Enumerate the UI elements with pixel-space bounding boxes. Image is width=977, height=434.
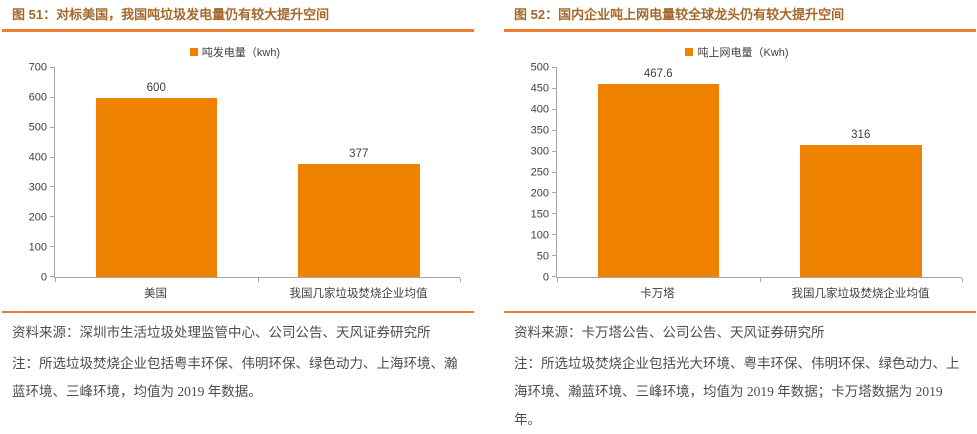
- y-tick-label: 0: [40, 271, 47, 284]
- y-tick-mark: [552, 129, 557, 131]
- footer-divider: [504, 311, 976, 313]
- bar-value-label: 316: [851, 128, 871, 141]
- y-tick-mark: [50, 67, 55, 68]
- y-tick-mark: [552, 171, 557, 173]
- x-tick-mark: [460, 278, 461, 282]
- title-divider: [504, 29, 976, 32]
- y-tick-mark: [552, 108, 557, 110]
- y-tick-mark: [552, 276, 557, 277]
- y-tick-label: 300: [28, 181, 47, 194]
- bar: [95, 97, 217, 277]
- x-tick-mark: [55, 278, 56, 282]
- source-text: 资料来源：卡万塔公告、公司公告、天风证券研究所: [514, 325, 825, 340]
- y-tick-mark: [552, 213, 557, 215]
- y-axis-spacer: [512, 285, 556, 301]
- plot-area: 600 377: [50, 67, 461, 282]
- figure-panel-52: 图 52：国内企业吨上网电量较全球龙头仍有较大提升空间 吨上网电量（Kwh) 0…: [504, 3, 976, 434]
- title-divider: [2, 29, 474, 32]
- legend-label: 吨发电量（kwh): [201, 47, 281, 59]
- y-tick-label: 450: [530, 82, 549, 95]
- bars: 600 377: [55, 68, 460, 277]
- x-tick-mark: [962, 278, 963, 282]
- x-axis-category-label: 美国: [144, 288, 167, 300]
- figure-panel-51: 图 51：对标美国，我国吨垃圾发电量仍有较大提升空间 吨发电量（kwh) 0 10…: [2, 3, 474, 434]
- y-axis: 0 50 100 150 200 250 300 350 400 450 500: [512, 62, 556, 283]
- y-tick-mark: [552, 192, 557, 194]
- note-text: 注：所选垃圾焚烧企业包括光大环境、粤丰环保、伟明环保、绿色动力、上海环境、瀚蓝环…: [514, 356, 960, 427]
- y-tick-mark: [552, 150, 557, 152]
- y-tick-label: 350: [530, 124, 549, 137]
- y-tick-label: 200: [28, 211, 47, 224]
- bar: [298, 164, 420, 277]
- legend-label: 吨上网电量（Kwh): [697, 47, 789, 59]
- y-tick-label: 700: [28, 61, 47, 74]
- y-tick-label: 100: [530, 229, 549, 242]
- x-tick-mark: [257, 278, 259, 282]
- bar-chart-51: 吨发电量（kwh) 0 100 200 300 400 500 600 700 600 377 …: [2, 32, 474, 301]
- y-tick-mark: [50, 276, 55, 277]
- legend-swatch-icon: [685, 48, 694, 56]
- y-tick-mark: [50, 216, 55, 218]
- chart-legend: 吨发电量（kwh): [10, 44, 460, 60]
- report-figures-row: 图 51：对标美国，我国吨垃圾发电量仍有较大提升空间 吨发电量（kwh) 0 10…: [2, 7, 976, 427]
- y-tick-label: 200: [530, 187, 549, 200]
- x-tick-mark: [759, 278, 761, 282]
- x-axis-labels: 美国 我国几家垃圾焚烧企业均值: [54, 285, 460, 301]
- figure-title: 图 52：国内企业吨上网电量较全球龙头仍有较大提升空间: [514, 7, 845, 22]
- plot-area: 467.6 316: [552, 67, 963, 282]
- y-tick-label: 250: [530, 166, 549, 179]
- bars: 467.6 316: [557, 68, 962, 277]
- y-tick-mark: [552, 87, 557, 89]
- bar-slot: 467.6: [557, 68, 760, 277]
- y-tick-label: 100: [28, 241, 47, 254]
- y-axis: 0 100 200 300 400 500 600 700: [10, 62, 54, 283]
- bar-value-label: 377: [349, 148, 369, 161]
- footer-divider: [2, 311, 474, 313]
- y-tick-label: 50: [536, 250, 549, 263]
- bar-slot: 316: [760, 68, 963, 277]
- chart-legend: 吨上网电量（Kwh): [512, 44, 962, 60]
- y-tick-mark: [552, 67, 557, 68]
- x-axis-category-label: 我国几家垃圾焚烧企业均值: [289, 288, 428, 300]
- figure-title: 图 51：对标美国，我国吨垃圾发电量仍有较大提升空间: [12, 7, 330, 22]
- y-tick-label: 150: [530, 208, 549, 221]
- x-axis-category-label: 我国几家垃圾焚烧企业均值: [791, 288, 930, 300]
- bar-chart-52: 吨上网电量（Kwh) 0 50 100 150 200 250 300 350 400 450 50…: [504, 32, 976, 301]
- bar-slot: 377: [258, 68, 461, 277]
- y-tick-mark: [50, 186, 55, 188]
- y-tick-mark: [552, 255, 557, 257]
- y-tick-label: 0: [542, 271, 549, 284]
- y-tick-label: 500: [28, 121, 47, 134]
- y-tick-mark: [552, 234, 557, 236]
- bar: [597, 84, 719, 277]
- x-tick-mark: [557, 278, 558, 282]
- bar-value-label: 600: [146, 81, 166, 94]
- bar-value-label: 467.6: [643, 68, 673, 80]
- y-axis-spacer: [10, 285, 54, 301]
- legend-swatch-icon: [189, 48, 198, 56]
- y-tick-mark: [50, 96, 55, 98]
- y-tick-mark: [50, 126, 55, 128]
- y-tick-label: 300: [530, 145, 549, 158]
- y-tick-mark: [50, 246, 55, 248]
- note-text: 注：所选垃圾焚烧企业包括粤丰环保、伟明环保、绿色动力、上海环境、瀚蓝环境、三峰环…: [12, 356, 458, 399]
- x-axis-labels: 卡万塔 我国几家垃圾焚烧企业均值: [556, 285, 962, 301]
- y-tick-label: 400: [28, 151, 47, 164]
- y-tick-label: 500: [530, 61, 549, 74]
- y-tick-mark: [50, 156, 55, 158]
- bar: [800, 144, 922, 277]
- source-text: 资料来源：深圳市生活垃圾处理监管中心、公司公告、天风证券研究所: [12, 325, 431, 340]
- x-axis-category-label: 卡万塔: [640, 288, 675, 300]
- y-tick-label: 400: [530, 103, 549, 116]
- y-tick-label: 600: [28, 91, 47, 104]
- bar-slot: 600: [55, 68, 258, 277]
